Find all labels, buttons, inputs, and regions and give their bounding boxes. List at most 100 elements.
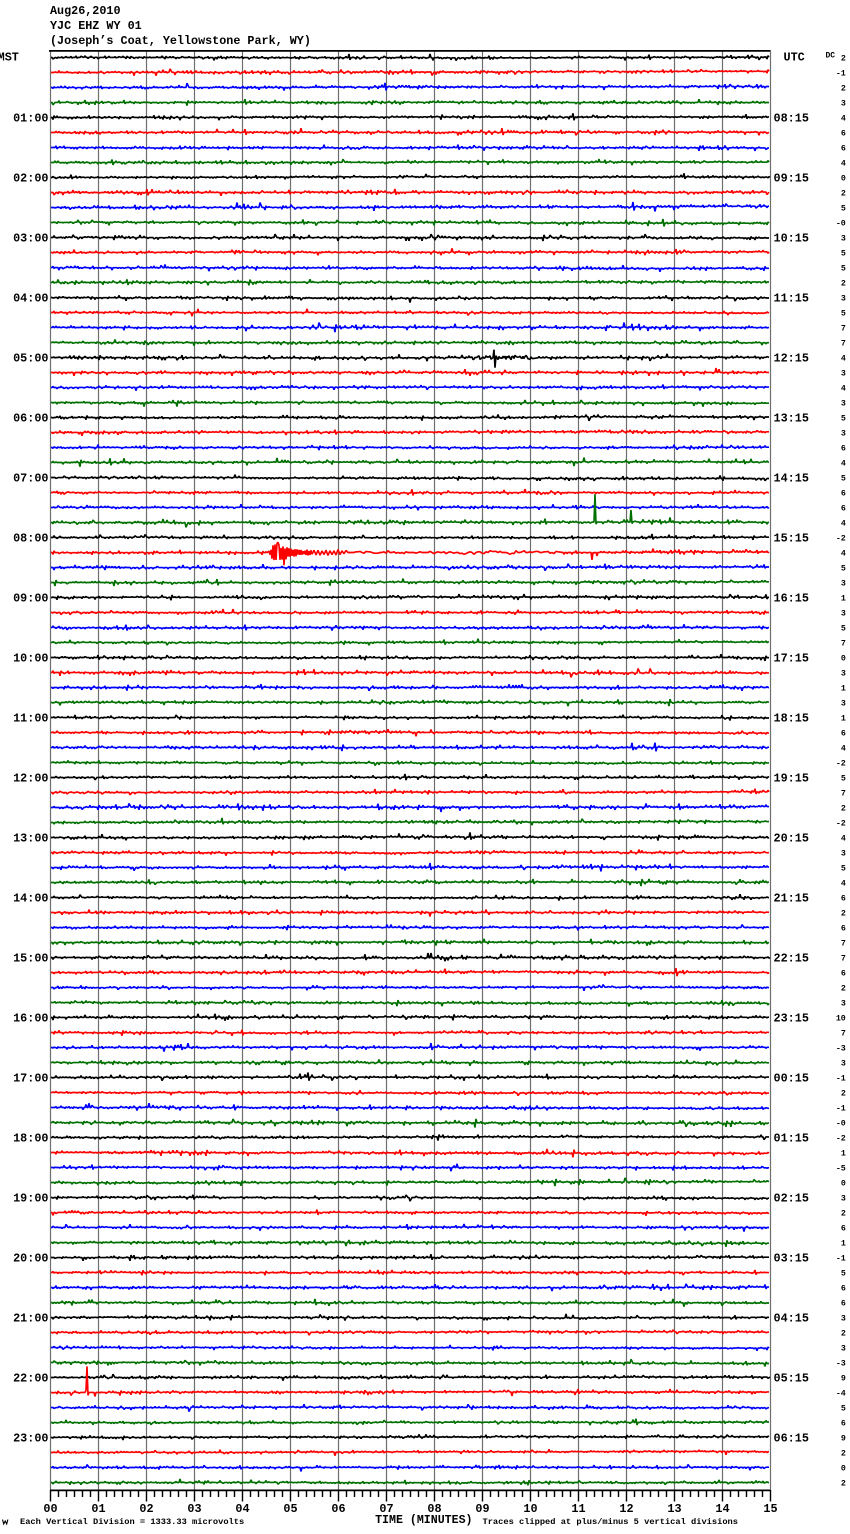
svg-text:-2: -2 bbox=[836, 535, 846, 544]
svg-text:YJC EHZ WY 01: YJC EHZ WY 01 bbox=[50, 19, 142, 33]
svg-text:10:15: 10:15 bbox=[774, 232, 809, 246]
svg-text:11:00: 11:00 bbox=[13, 712, 48, 726]
svg-text:2: 2 bbox=[841, 985, 846, 994]
svg-text:14:15: 14:15 bbox=[774, 472, 809, 486]
svg-text:3: 3 bbox=[841, 100, 846, 109]
svg-text:6: 6 bbox=[841, 895, 846, 904]
svg-text:3: 3 bbox=[841, 850, 846, 859]
svg-text:03:15: 03:15 bbox=[774, 1252, 809, 1266]
svg-text:-4: -4 bbox=[836, 1390, 846, 1399]
svg-text:5: 5 bbox=[841, 475, 846, 484]
svg-text:6: 6 bbox=[841, 970, 846, 979]
svg-text:3: 3 bbox=[841, 295, 846, 304]
svg-text:-1: -1 bbox=[836, 70, 846, 79]
svg-text:6: 6 bbox=[841, 490, 846, 499]
svg-text:6: 6 bbox=[841, 505, 846, 514]
svg-text:21:15: 21:15 bbox=[774, 892, 809, 906]
svg-text:3: 3 bbox=[841, 580, 846, 589]
svg-text:08: 08 bbox=[427, 1502, 441, 1516]
svg-text:4: 4 bbox=[841, 520, 846, 529]
svg-text:7: 7 bbox=[841, 640, 846, 649]
svg-text:6: 6 bbox=[841, 1300, 846, 1309]
svg-text:6: 6 bbox=[841, 130, 846, 139]
svg-text:19:00: 19:00 bbox=[13, 1192, 48, 1206]
svg-text:MST: MST bbox=[0, 50, 19, 64]
svg-text:05: 05 bbox=[283, 1502, 297, 1516]
svg-text:13:15: 13:15 bbox=[774, 412, 809, 426]
svg-text:12:15: 12:15 bbox=[774, 352, 809, 366]
svg-text:12:00: 12:00 bbox=[13, 772, 48, 786]
svg-text:19:15: 19:15 bbox=[774, 772, 809, 786]
svg-text:16:15: 16:15 bbox=[774, 592, 809, 606]
svg-text:3: 3 bbox=[841, 1345, 846, 1354]
svg-text:-0: -0 bbox=[836, 1120, 846, 1129]
svg-text:-5: -5 bbox=[836, 1165, 846, 1174]
svg-text:10:00: 10:00 bbox=[13, 652, 48, 666]
svg-text:0: 0 bbox=[841, 175, 846, 184]
svg-text:4: 4 bbox=[841, 355, 846, 364]
svg-text:6: 6 bbox=[841, 1420, 846, 1429]
svg-text:2: 2 bbox=[841, 1480, 846, 1489]
svg-text:2: 2 bbox=[841, 1450, 846, 1459]
svg-text:DC: DC bbox=[826, 52, 836, 61]
svg-text:04:00: 04:00 bbox=[13, 292, 48, 306]
svg-text:UTC: UTC bbox=[784, 50, 805, 64]
svg-text:4: 4 bbox=[841, 460, 846, 469]
svg-text:5: 5 bbox=[841, 415, 846, 424]
svg-text:04:15: 04:15 bbox=[774, 1312, 809, 1326]
svg-text:18:15: 18:15 bbox=[774, 712, 809, 726]
svg-text:18:00: 18:00 bbox=[13, 1132, 48, 1146]
svg-text:0: 0 bbox=[841, 1180, 846, 1189]
svg-text:20:15: 20:15 bbox=[774, 832, 809, 846]
svg-text:06:00: 06:00 bbox=[13, 412, 48, 426]
svg-text:23:15: 23:15 bbox=[774, 1012, 809, 1026]
svg-text:09:15: 09:15 bbox=[774, 172, 809, 186]
svg-text:3: 3 bbox=[841, 235, 846, 244]
svg-text:00:15: 00:15 bbox=[774, 1072, 809, 1086]
svg-text:Each Vertical Division = 1333.: Each Vertical Division = 1333.33 microvo… bbox=[20, 1517, 244, 1527]
svg-text:2: 2 bbox=[841, 85, 846, 94]
svg-text:15:00: 15:00 bbox=[13, 952, 48, 966]
svg-text:11:15: 11:15 bbox=[774, 292, 809, 306]
svg-text:6: 6 bbox=[841, 925, 846, 934]
svg-text:7: 7 bbox=[841, 955, 846, 964]
svg-text:14:00: 14:00 bbox=[13, 892, 48, 906]
svg-text:5: 5 bbox=[841, 625, 846, 634]
svg-text:6: 6 bbox=[841, 145, 846, 154]
svg-text:-1: -1 bbox=[836, 1255, 846, 1264]
svg-text:0: 0 bbox=[841, 1465, 846, 1474]
svg-text:13: 13 bbox=[667, 1502, 681, 1516]
svg-text:23:00: 23:00 bbox=[13, 1432, 48, 1446]
svg-text:12: 12 bbox=[619, 1502, 633, 1516]
svg-text:17:15: 17:15 bbox=[774, 652, 809, 666]
svg-text:5: 5 bbox=[841, 565, 846, 574]
svg-text:3: 3 bbox=[841, 700, 846, 709]
svg-text:08:00: 08:00 bbox=[13, 532, 48, 546]
svg-text:4: 4 bbox=[841, 835, 846, 844]
svg-text:11: 11 bbox=[571, 1502, 585, 1516]
svg-text:06:15: 06:15 bbox=[774, 1432, 809, 1446]
svg-text:6: 6 bbox=[841, 1225, 846, 1234]
svg-text:3: 3 bbox=[841, 1315, 846, 1324]
svg-text:9: 9 bbox=[841, 1435, 846, 1444]
svg-text:05:15: 05:15 bbox=[774, 1372, 809, 1386]
svg-text:6: 6 bbox=[841, 1285, 846, 1294]
svg-text:3: 3 bbox=[841, 1000, 846, 1009]
svg-text:1: 1 bbox=[841, 685, 846, 694]
svg-text:(Joseph’s Coat, Yellowstone Pa: (Joseph’s Coat, Yellowstone Park, WY) bbox=[50, 34, 311, 48]
svg-text:5: 5 bbox=[841, 1270, 846, 1279]
svg-text:Traces clipped at plus/minus 5: Traces clipped at plus/minus 5 vertical … bbox=[483, 1517, 738, 1527]
svg-text:22:00: 22:00 bbox=[13, 1372, 48, 1386]
svg-text:6: 6 bbox=[841, 445, 846, 454]
svg-text:-1: -1 bbox=[836, 1105, 846, 1114]
svg-text:10: 10 bbox=[523, 1502, 537, 1516]
svg-text:07:00: 07:00 bbox=[13, 472, 48, 486]
svg-text:5: 5 bbox=[841, 775, 846, 784]
svg-text:-2: -2 bbox=[836, 760, 846, 769]
svg-text:02: 02 bbox=[139, 1502, 153, 1516]
svg-text:4: 4 bbox=[841, 115, 846, 124]
svg-text:6: 6 bbox=[841, 730, 846, 739]
svg-text:3: 3 bbox=[841, 430, 846, 439]
svg-text:2: 2 bbox=[841, 190, 846, 199]
svg-text:01: 01 bbox=[91, 1502, 105, 1516]
